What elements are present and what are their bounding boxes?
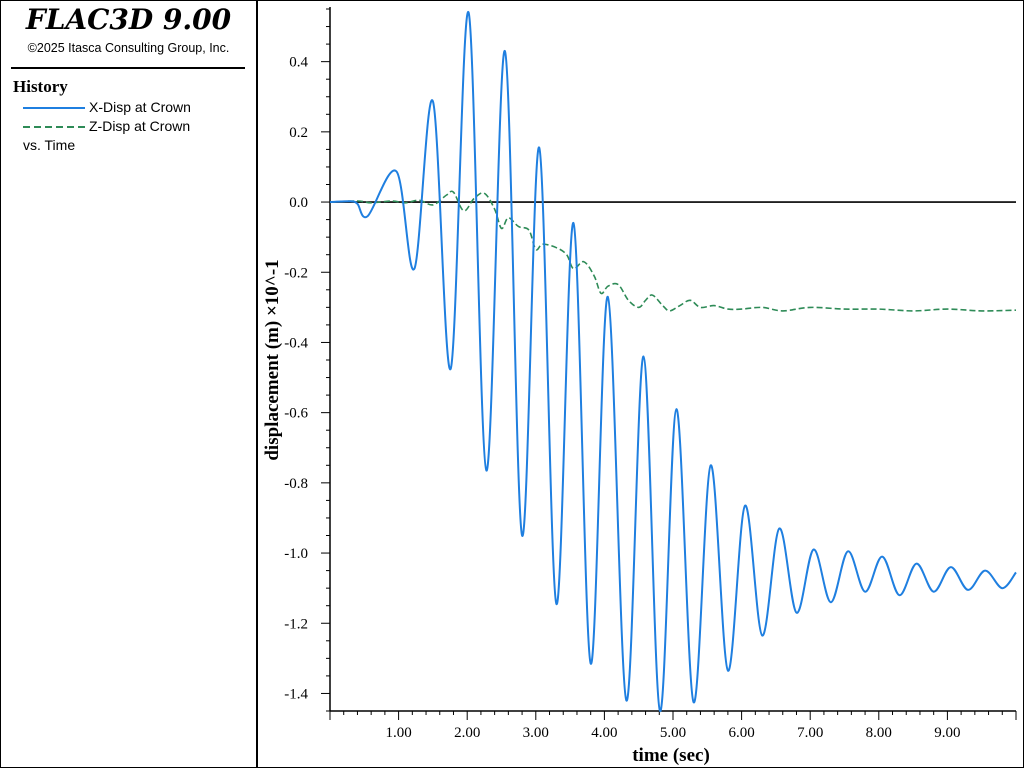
legend-vs-label: vs. Time (23, 137, 76, 153)
legend-panel: FLAC3D 9.00 ©2025 Itasca Consulting Grou… (1, 1, 258, 767)
x-tick-label: 4.00 (591, 725, 617, 741)
y-tick-label: -0.4 (284, 335, 308, 351)
y-tick-label: 0.4 (289, 55, 308, 71)
x-tick-label: 3.00 (523, 725, 549, 741)
y-tick-label: -0.6 (284, 406, 308, 422)
y-tick-label: -0.8 (284, 476, 308, 492)
copyright-text: ©2025 Itasca Consulting Group, Inc. (27, 41, 230, 55)
legend-label-z-disp: Z-Disp at Crown (89, 118, 191, 134)
legend-swatch-x-disp (23, 107, 85, 109)
legend-heading: History (13, 77, 68, 96)
x-tick-label: 8.00 (866, 725, 892, 741)
series-line-z-disp (329, 190, 1017, 312)
series-line-x-disp (329, 11, 1017, 713)
app-title: FLAC3D 9.00 (25, 3, 232, 36)
legend-label-x-disp: X-Disp at Crown (89, 99, 191, 115)
legend-item-z-disp: Z-Disp at Crown (23, 118, 248, 136)
series-group (329, 11, 1017, 713)
y-tick-label: -1.4 (284, 686, 308, 702)
x-tick-label: 1.00 (385, 725, 411, 741)
x-axis-title: time (sec) (632, 745, 710, 766)
title-divider (11, 67, 245, 69)
legend-swatch-z-disp (23, 126, 85, 128)
chart-canvas: 0.4 0.2 0.0 -0.2 -0.4 -0.6 -0.8 -1.0 -1.2 -1.4 1.0… (262, 7, 1017, 766)
x-tick-label: 7.00 (797, 725, 823, 741)
x-tick-label: 2.00 (454, 725, 480, 741)
x-tick-label: 6.00 (728, 725, 754, 741)
y-tick-label: -0.2 (284, 265, 308, 281)
x-tick-label: 9.00 (934, 725, 960, 741)
labels-group: 0.4 0.2 0.0 -0.2 -0.4 -0.6 -0.8 -1.0 -1.2 -1.4 1.0… (262, 55, 961, 766)
y-tick-label: 0.2 (289, 125, 308, 141)
y-axis-title: displacement (m) ×10^-1 (262, 259, 283, 460)
y-tick-label: -1.0 (284, 546, 308, 562)
x-tick-label: 5.00 (660, 725, 686, 741)
legend-item-x-disp: X-Disp at Crown (23, 99, 248, 117)
axes-group (321, 7, 1017, 720)
y-tick-label: 0.0 (289, 195, 308, 211)
y-tick-label: -1.2 (284, 616, 308, 632)
